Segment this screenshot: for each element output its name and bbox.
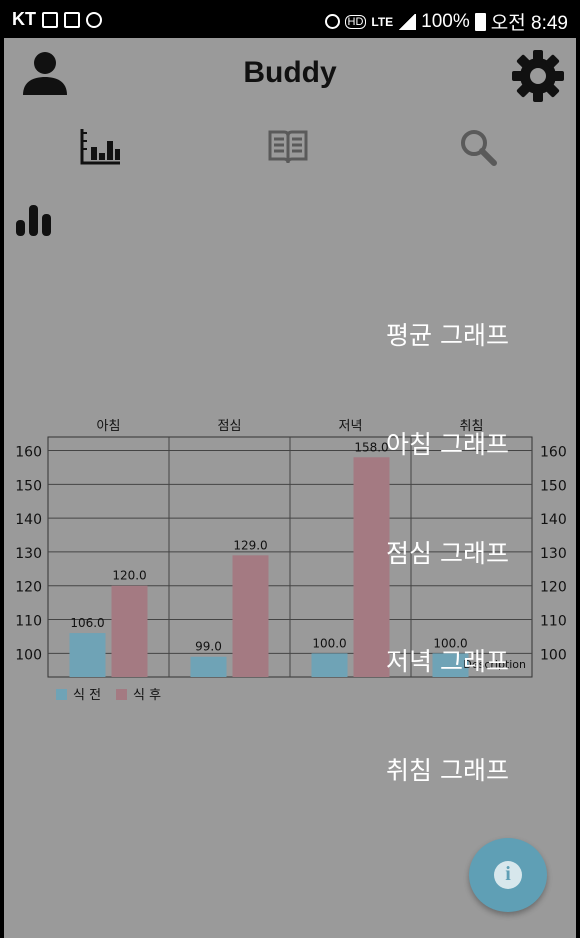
status-bar: KT HD LTE 100% 오전 8:49: [4, 0, 576, 38]
legend-label-before: 식 전: [73, 688, 101, 703]
bar-value-label: 99.0: [195, 640, 222, 654]
signal-icon: [398, 13, 417, 30]
y-tick-right: 140: [540, 512, 567, 528]
clock-label: 오전 8:49: [490, 13, 568, 34]
battery-icon: [474, 12, 486, 31]
tab-search[interactable]: [456, 125, 500, 169]
bar-value-label: 129.0: [233, 538, 267, 552]
bar-after-meal: [232, 555, 269, 677]
status-right: HD LTE 100% 오전 8:49: [324, 8, 568, 35]
y-tick-right: 110: [540, 614, 567, 630]
content-area: [4, 188, 576, 938]
bar-value-label: 100.0: [433, 636, 467, 650]
legend-swatch-before: [56, 689, 67, 700]
bar-value-label: 106.0: [70, 616, 104, 630]
bar-chart-icon: [16, 205, 51, 236]
person-icon[interactable]: [20, 48, 70, 98]
legend-label-after: 식 후: [133, 688, 161, 703]
info-button[interactable]: i: [469, 838, 547, 912]
legend-swatch-after: [116, 689, 127, 700]
app-screen: KT HD LTE 100% 오전 8:49 Buddy: [4, 0, 576, 938]
y-tick-left: 160: [15, 445, 42, 461]
y-tick-left: 130: [15, 546, 42, 562]
status-left: KT: [12, 9, 102, 30]
tab-diary[interactable]: [266, 125, 310, 169]
hd-icon: HD: [344, 14, 367, 29]
y-tick-right: 160: [540, 445, 567, 461]
bar-chart-icon: [80, 129, 120, 165]
menu-morning-graph[interactable]: 아침 그래프: [386, 430, 509, 459]
screen-cast-icon: [42, 11, 58, 28]
y-tick-right: 100: [540, 647, 567, 663]
y-tick-left: 120: [15, 580, 42, 596]
category-label: 취침: [460, 419, 484, 434]
bar-after-meal: [111, 585, 148, 677]
carrier-label: KT: [12, 9, 36, 29]
y-tick-left: 150: [15, 478, 42, 494]
gear-icon[interactable]: [510, 48, 566, 104]
app-bar: Buddy: [4, 38, 576, 113]
y-tick-left: 140: [15, 512, 42, 528]
category-label: 저녁: [339, 419, 363, 434]
category-label: 아침: [97, 419, 121, 434]
blood-sugar-chart: 100 100 110 110 120 120 130 130 140 140 150 150 160 1…: [15, 419, 567, 703]
search-icon: [461, 130, 497, 166]
bar-before-meal: [432, 653, 469, 677]
y-tick-right: 150: [540, 478, 567, 494]
y-tick-right: 130: [540, 546, 567, 562]
info-icon: i: [494, 861, 522, 889]
bar-value-label: 120.0: [112, 569, 146, 583]
y-tick-right: 120: [540, 580, 567, 596]
network-label: LTE: [371, 14, 394, 29]
bar-value-label: 100.0: [312, 636, 346, 650]
tab-chart[interactable]: [78, 125, 122, 169]
y-tick-left: 110: [15, 614, 42, 630]
app-title: Buddy: [243, 56, 337, 89]
bar-before-meal: [69, 633, 106, 677]
menu-dinner-graph[interactable]: 저녁 그래프: [386, 647, 509, 676]
menu-lunch-graph[interactable]: 점심 그래프: [386, 539, 509, 568]
y-tick-left: 100: [15, 647, 42, 663]
chart-description: Description: [463, 658, 526, 671]
tab-bar: [4, 113, 576, 188]
menu-average-graph[interactable]: 평균 그래프: [386, 321, 509, 350]
menu-bedtime-graph[interactable]: 취침 그래프: [386, 756, 509, 785]
category-label: 점심: [218, 419, 242, 434]
bar-after-meal: [353, 457, 390, 677]
battery-label: 100%: [421, 10, 470, 32]
book-icon: [268, 130, 308, 164]
bar-value-label: 158.0: [354, 440, 388, 454]
image-icon: [64, 11, 80, 28]
notification-icon: [86, 11, 102, 28]
alarm-icon: [324, 14, 340, 29]
bar-before-meal: [311, 653, 348, 677]
bar-before-meal: [190, 656, 227, 677]
